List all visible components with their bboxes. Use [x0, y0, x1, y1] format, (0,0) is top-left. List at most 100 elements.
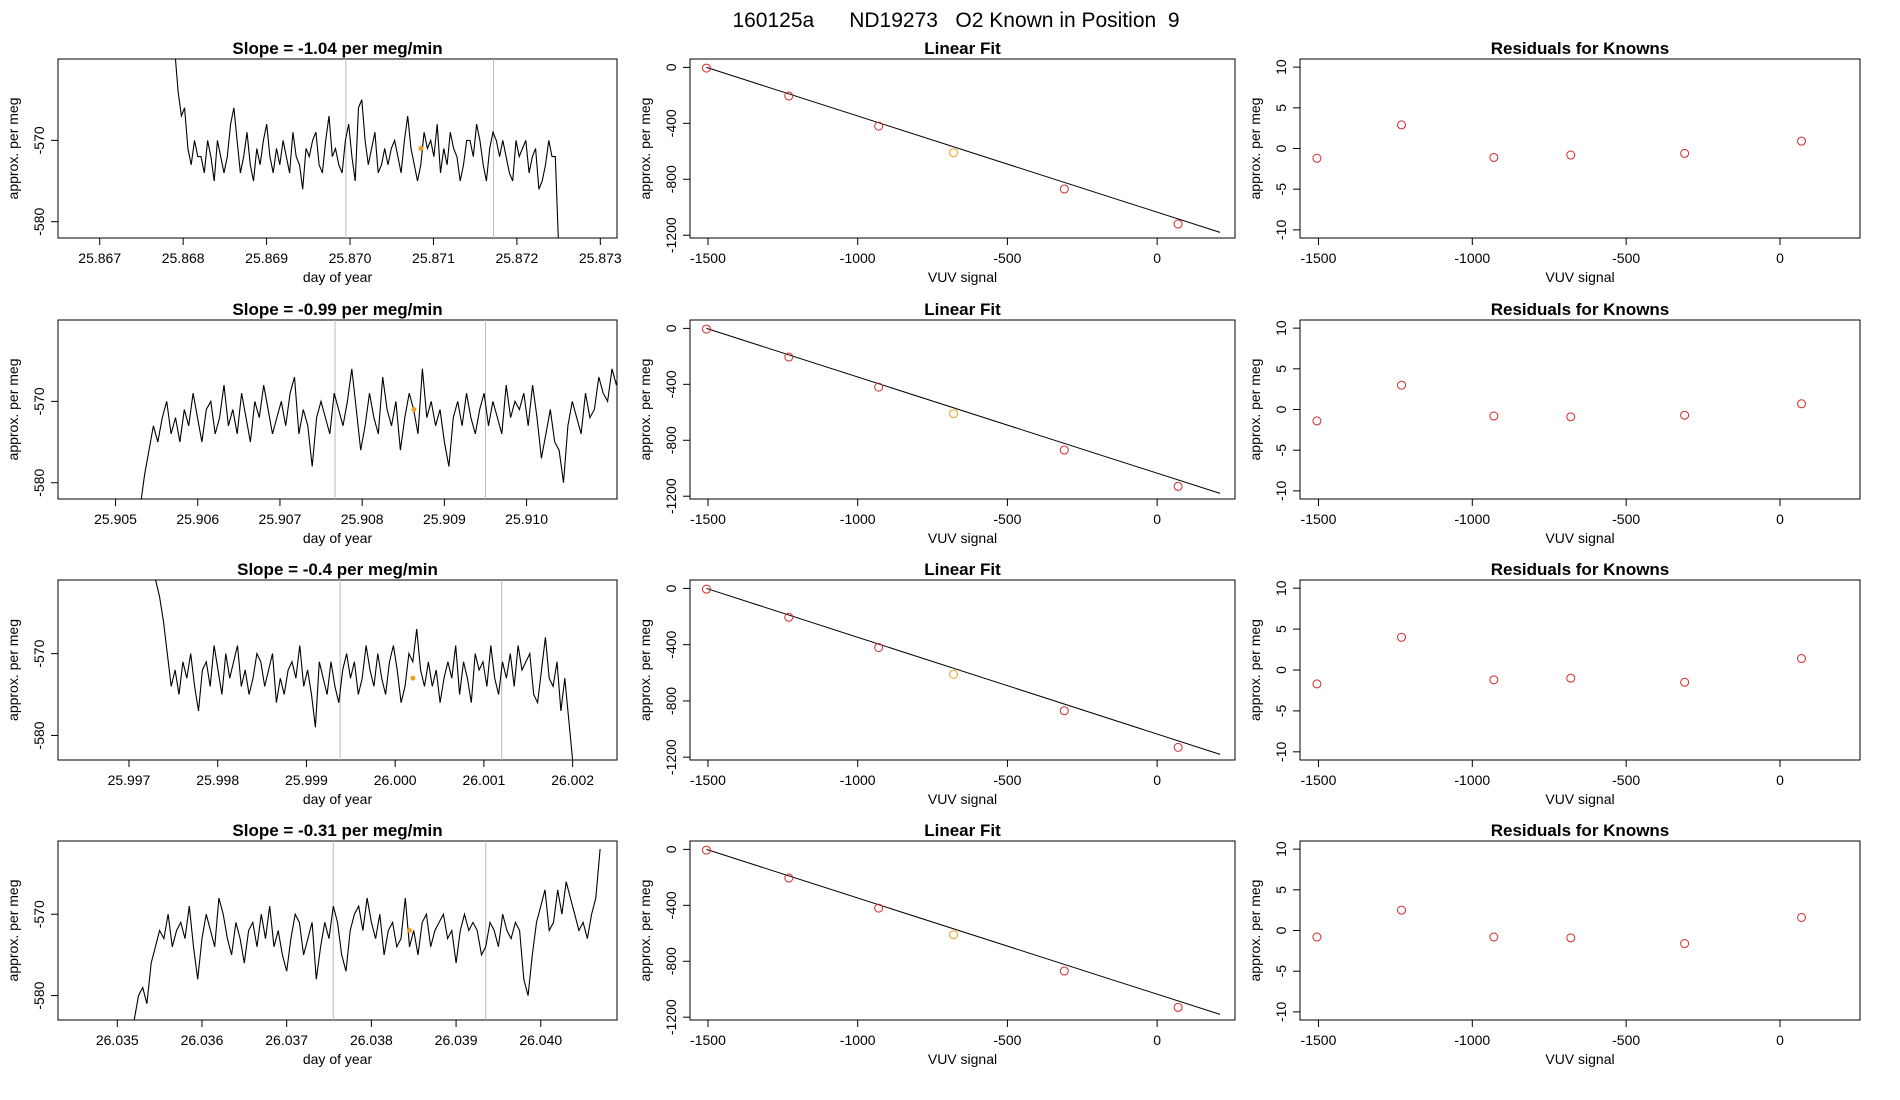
data-point [874, 643, 884, 652]
x-tick-label: -1500 [690, 250, 726, 266]
data-point [949, 669, 959, 679]
panel-0-2: Residuals for Knowns -1500 -1000 -500 0 10 5 0 -… [1247, 39, 1861, 285]
y-axis-label: approx. per meg [1247, 359, 1263, 461]
data-point [1397, 120, 1407, 130]
plot-frame [689, 58, 1236, 239]
plot-area [1312, 120, 1807, 163]
x-tick-label: -1000 [1454, 772, 1490, 788]
x-tick-label: -1500 [1301, 511, 1337, 527]
plot-area [701, 324, 1221, 494]
plot-area [133, 841, 601, 1020]
plot-frame [689, 319, 1236, 500]
plot-frame [57, 579, 618, 761]
y-tick-label: -400 [663, 109, 679, 137]
data-point [949, 409, 959, 419]
y-tick-label: -580 [31, 721, 47, 749]
x-tick-label: 0 [1153, 772, 1161, 788]
data-point [1489, 152, 1499, 162]
data-point [1566, 673, 1576, 683]
x-axis-label: VUV signal [1545, 269, 1614, 285]
x-tick-label: -500 [993, 772, 1021, 788]
y-tick-label: 5 [1273, 886, 1289, 894]
x-tick-label: 25.908 [341, 511, 384, 527]
x-axis-label: day of year [303, 1051, 373, 1067]
x-tick-label: -1000 [1454, 511, 1490, 527]
plot-frame [1299, 319, 1861, 500]
panel-1-1: Linear Fit -1500 -1000 -500 0 0 -400 -800 -1200 V… [637, 300, 1236, 546]
x-tick-label: 26.037 [265, 1032, 308, 1048]
data-point [1397, 380, 1407, 390]
plot-area [1312, 380, 1807, 426]
data-point [784, 352, 794, 362]
data-point [1397, 632, 1407, 642]
data-point [1566, 150, 1576, 160]
y-axis-label: approx. per meg [637, 880, 653, 982]
data-point [1059, 184, 1069, 194]
data-point [701, 584, 711, 594]
data-point [1680, 410, 1690, 420]
x-tick-label: -1000 [1454, 250, 1490, 266]
x-tick-label: 0 [1153, 250, 1161, 266]
plot-frame [1299, 579, 1861, 761]
x-tick-label: 25.998 [196, 772, 239, 788]
panel-3-1: Linear Fit -1500 -1000 -500 0 0 -400 -800 -1200 V… [637, 821, 1236, 1067]
y-tick-label: -400 [663, 891, 679, 919]
y-axis-label: approx. per meg [1247, 880, 1263, 982]
y-tick-label: -1200 [663, 217, 679, 253]
x-tick-label: 25.871 [412, 250, 455, 266]
x-tick-label: -1500 [690, 1032, 726, 1048]
x-tick-label: 26.036 [181, 1032, 224, 1048]
x-axis-label: day of year [303, 530, 373, 546]
y-tick-label: 5 [1273, 104, 1289, 112]
data-point [1566, 412, 1576, 422]
panel-1-0: Slope = -0.99 per meg/min 25.905 25.906 25.… [5, 300, 618, 546]
x-tick-label: 26.002 [551, 772, 594, 788]
highlight-point [411, 407, 417, 412]
plot-area [155, 580, 574, 760]
plot-area [1312, 905, 1807, 949]
data-point [874, 382, 884, 392]
panels: Slope = -1.04 per meg/min 25.867 25.868 25.… [5, 39, 1861, 1067]
x-tick-label: -1000 [840, 511, 876, 527]
panel-title: Residuals for Knowns [1491, 300, 1670, 319]
y-tick-label: -580 [31, 208, 47, 236]
x-tick-label: -500 [993, 250, 1021, 266]
x-tick-label: 0 [1776, 772, 1784, 788]
panel-title: Slope = -0.4 per meg/min [237, 560, 438, 579]
panel-title: Slope = -1.04 per meg/min [232, 39, 442, 58]
data-point [1173, 742, 1183, 752]
y-tick-label: -800 [663, 687, 679, 715]
data-point [1797, 654, 1807, 664]
y-tick-label: -1200 [663, 478, 679, 514]
x-tick-label: 25.869 [245, 250, 288, 266]
panel-3-2: Residuals for Knowns -1500 -1000 -500 0 10 5 0 -… [1247, 821, 1861, 1067]
plot-frame [1299, 58, 1861, 239]
panel-title: Linear Fit [924, 300, 1001, 319]
data-point [1797, 136, 1807, 146]
plot-area [701, 63, 1221, 233]
y-tick-label: -800 [663, 947, 679, 975]
y-tick-label: 0 [1273, 666, 1289, 674]
x-tick-label: -1000 [840, 250, 876, 266]
y-tick-label: -10 [1273, 741, 1289, 761]
data-point [1680, 148, 1690, 158]
y-axis-label: approx. per meg [637, 98, 653, 200]
y-tick-label: -570 [31, 639, 47, 667]
series-line [133, 849, 601, 1020]
x-tick-label: -500 [1612, 511, 1640, 527]
y-tick-label: -10 [1273, 1002, 1289, 1022]
y-axis-label: approx. per meg [5, 619, 21, 721]
x-tick-label: 25.907 [259, 511, 302, 527]
data-point [1680, 677, 1690, 687]
highlight-point [410, 675, 416, 681]
fit-line [706, 587, 1221, 755]
data-point [1397, 905, 1407, 915]
x-tick-label: -500 [1612, 772, 1640, 788]
data-point [1173, 1002, 1183, 1012]
x-tick-label: 25.905 [94, 511, 137, 527]
x-tick-label: 25.872 [495, 250, 538, 266]
data-point [784, 873, 794, 883]
x-tick-label: 26.040 [519, 1032, 562, 1048]
data-point [1173, 481, 1183, 491]
